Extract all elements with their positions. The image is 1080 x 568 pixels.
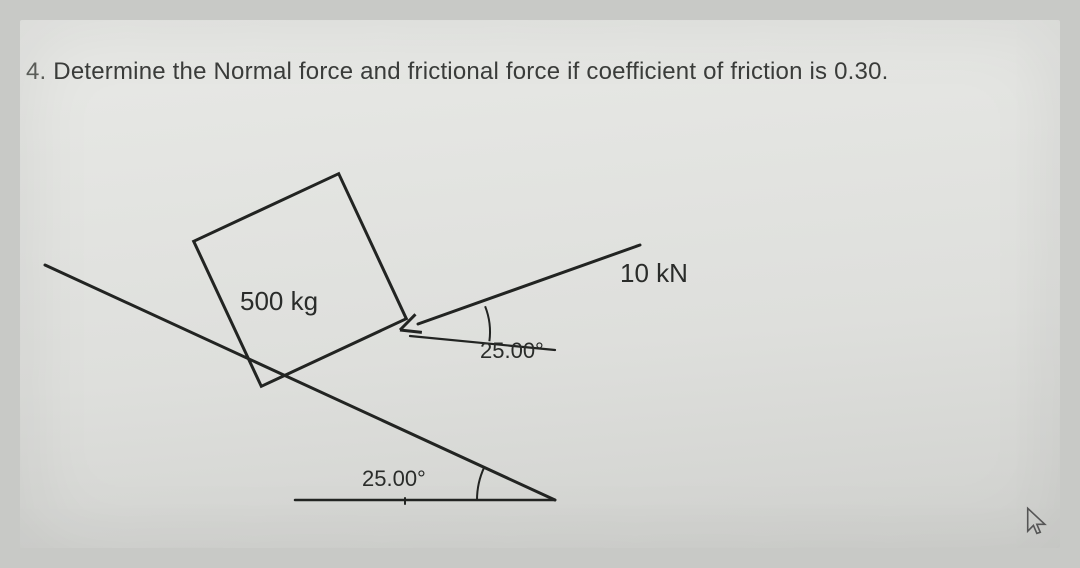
force-label: 10 kN bbox=[620, 258, 688, 289]
incline-angle-label: 25.00° bbox=[362, 466, 426, 492]
incline-base-line bbox=[0, 0, 295, 500]
incline-diagram bbox=[0, 0, 1080, 568]
cursor-icon bbox=[1024, 506, 1052, 538]
mass-label: 500 kg bbox=[240, 286, 318, 317]
block-outline bbox=[194, 174, 407, 387]
force-angle-label: 25.00° bbox=[480, 338, 544, 364]
